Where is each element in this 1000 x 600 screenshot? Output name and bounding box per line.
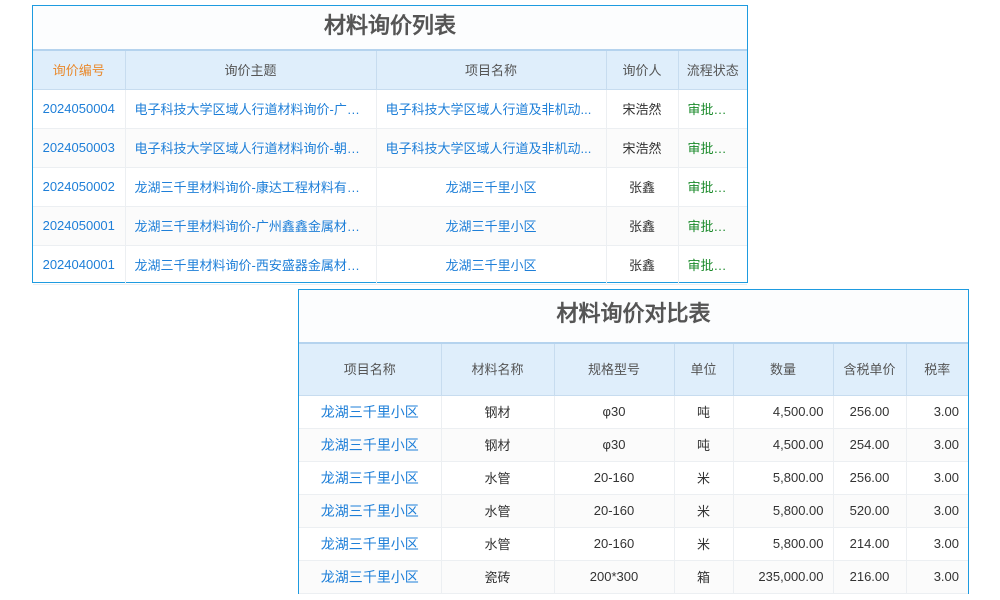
inquiry-id-link[interactable]: 2024050004	[33, 89, 126, 129]
inquiry-compare-panel: 材料询价对比表 项目名称 材料名称 规格型号 单位 数量 含税单价 税率 龙湖三千里小区 钢材…	[298, 289, 969, 594]
unit-price-cell: 256.00	[833, 461, 907, 495]
unit-cell: 吨	[674, 428, 734, 462]
inquiry-id-link[interactable]: 2024050003	[33, 128, 126, 168]
quantity-cell: 4,500.00	[733, 395, 834, 429]
column-header[interactable]: 税率	[906, 342, 968, 396]
material-name-cell: 水管	[441, 461, 555, 495]
inquiry-subject-link[interactable]: 龙湖三千里材料询价-西安盛器金属材料...	[125, 245, 377, 285]
spec-cell: 20-160	[554, 494, 675, 528]
quantity-cell: 4,500.00	[733, 428, 834, 462]
table-row[interactable]: 龙湖三千里小区 钢材 φ30 吨 4,500.00 256.00 3.00	[299, 395, 968, 429]
tax-rate-cell: 3.00	[906, 527, 968, 561]
table-row[interactable]: 2024050001 龙湖三千里材料询价-广州鑫鑫金属材料... 龙湖三千里小区 张鑫…	[33, 206, 747, 246]
spec-cell: 20-160	[554, 527, 675, 561]
material-name-cell: 水管	[441, 494, 555, 528]
unit-cell: 米	[674, 527, 734, 561]
column-header[interactable]: 数量	[733, 342, 834, 396]
project-name-link[interactable]: 龙湖三千里小区	[299, 395, 442, 429]
project-name-link[interactable]: 电子科技大学区域人行道及非机动...	[376, 128, 607, 168]
inquiry-compare-table: 项目名称 材料名称 规格型号 单位 数量 含税单价 税率 龙湖三千里小区 钢材 φ30 吨 4,50…	[299, 342, 968, 594]
unit-cell: 米	[674, 461, 734, 495]
inquiry-id-link[interactable]: 2024050002	[33, 167, 126, 207]
status-cell: 审批通过	[678, 206, 747, 246]
unit-price-cell: 520.00	[833, 494, 907, 528]
unit-price-cell: 256.00	[833, 395, 907, 429]
project-name-link[interactable]: 龙湖三千里小区	[299, 527, 442, 561]
status-cell: 审批通过	[678, 89, 747, 129]
inquiry-list-table: 询价编号 询价主题 项目名称 询价人 流程状态 2024050004 电子科技大学区域人行…	[33, 49, 747, 285]
inquiry-id-link[interactable]: 2024040001	[33, 245, 126, 285]
unit-price-cell: 254.00	[833, 428, 907, 462]
project-name-link[interactable]: 龙湖三千里小区	[299, 560, 442, 594]
tax-rate-cell: 3.00	[906, 428, 968, 462]
tax-rate-cell: 3.00	[906, 461, 968, 495]
spec-cell: φ30	[554, 395, 675, 429]
tax-rate-cell: 3.00	[906, 395, 968, 429]
column-header[interactable]: 询价编号	[33, 49, 126, 90]
project-name-link[interactable]: 龙湖三千里小区	[376, 245, 607, 285]
status-cell: 审批通过	[678, 245, 747, 285]
quantity-cell: 235,000.00	[733, 560, 834, 594]
project-name-link[interactable]: 龙湖三千里小区	[299, 494, 442, 528]
status-cell: 审批通过	[678, 167, 747, 207]
project-name-link[interactable]: 龙湖三千里小区	[299, 428, 442, 462]
column-header[interactable]: 询价主题	[125, 49, 377, 90]
column-header[interactable]: 项目名称	[376, 49, 607, 90]
status-cell: 审批通过	[678, 128, 747, 168]
table-row[interactable]: 2024050002 龙湖三千里材料询价-康达工程材料有限... 龙湖三千里小区 张鑫…	[33, 167, 747, 207]
project-name-link[interactable]: 龙湖三千里小区	[376, 167, 607, 207]
spec-cell: φ30	[554, 428, 675, 462]
table-row[interactable]: 龙湖三千里小区 水管 20-160 米 5,800.00 520.00 3.00	[299, 494, 968, 528]
table-row[interactable]: 龙湖三千里小区 钢材 φ30 吨 4,500.00 254.00 3.00	[299, 428, 968, 462]
inquiry-list-panel: 材料询价列表 询价编号 询价主题 项目名称 询价人 流程状态 2024050004 电子科…	[32, 5, 748, 285]
column-header[interactable]: 询价人	[606, 49, 679, 90]
inquiry-list-title: 材料询价列表	[33, 6, 747, 49]
column-header[interactable]: 流程状态	[678, 49, 747, 90]
inquiry-subject-link[interactable]: 电子科技大学区域人行道材料询价-广西...	[125, 89, 377, 129]
table-row[interactable]: 龙湖三千里小区 瓷砖 200*300 箱 235,000.00 216.00 3.00	[299, 560, 968, 594]
tax-rate-cell: 3.00	[906, 494, 968, 528]
unit-cell: 箱	[674, 560, 734, 594]
inquirer-cell: 张鑫	[606, 167, 679, 207]
column-header[interactable]: 材料名称	[441, 342, 555, 396]
unit-price-cell: 214.00	[833, 527, 907, 561]
unit-price-cell: 216.00	[833, 560, 907, 594]
material-name-cell: 瓷砖	[441, 560, 555, 594]
unit-cell: 米	[674, 494, 734, 528]
inquiry-subject-link[interactable]: 电子科技大学区域人行道材料询价-朝阳...	[125, 128, 377, 168]
inquiry-subject-link[interactable]: 龙湖三千里材料询价-广州鑫鑫金属材料...	[125, 206, 377, 246]
column-header[interactable]: 含税单价	[833, 342, 907, 396]
table-row[interactable]: 龙湖三千里小区 水管 20-160 米 5,800.00 214.00 3.00	[299, 527, 968, 561]
column-header[interactable]: 规格型号	[554, 342, 675, 396]
table-row[interactable]: 龙湖三千里小区 水管 20-160 米 5,800.00 256.00 3.00	[299, 461, 968, 495]
table-row[interactable]: 2024050004 电子科技大学区域人行道材料询价-广西... 电子科技大学区域人…	[33, 89, 747, 129]
quantity-cell: 5,800.00	[733, 494, 834, 528]
tax-rate-cell: 3.00	[906, 560, 968, 594]
inquirer-cell: 宋浩然	[606, 128, 679, 168]
inquirer-cell: 宋浩然	[606, 89, 679, 129]
inquiry-id-link[interactable]: 2024050001	[33, 206, 126, 246]
project-name-link[interactable]: 龙湖三千里小区	[376, 206, 607, 246]
inquirer-cell: 张鑫	[606, 206, 679, 246]
inquirer-cell: 张鑫	[606, 245, 679, 285]
project-name-link[interactable]: 龙湖三千里小区	[299, 461, 442, 495]
spec-cell: 20-160	[554, 461, 675, 495]
unit-cell: 吨	[674, 395, 734, 429]
inquiry-compare-title: 材料询价对比表	[299, 290, 968, 342]
table-row[interactable]: 2024040001 龙湖三千里材料询价-西安盛器金属材料... 龙湖三千里小区 张鑫…	[33, 245, 747, 285]
quantity-cell: 5,800.00	[733, 461, 834, 495]
column-header[interactable]: 单位	[674, 342, 734, 396]
material-name-cell: 水管	[441, 527, 555, 561]
quantity-cell: 5,800.00	[733, 527, 834, 561]
inquiry-subject-link[interactable]: 龙湖三千里材料询价-康达工程材料有限...	[125, 167, 377, 207]
column-header[interactable]: 项目名称	[299, 342, 442, 396]
project-name-link[interactable]: 电子科技大学区域人行道及非机动...	[376, 89, 607, 129]
spec-cell: 200*300	[554, 560, 675, 594]
material-name-cell: 钢材	[441, 428, 555, 462]
table-row[interactable]: 2024050003 电子科技大学区域人行道材料询价-朝阳... 电子科技大学区域人…	[33, 128, 747, 168]
material-name-cell: 钢材	[441, 395, 555, 429]
